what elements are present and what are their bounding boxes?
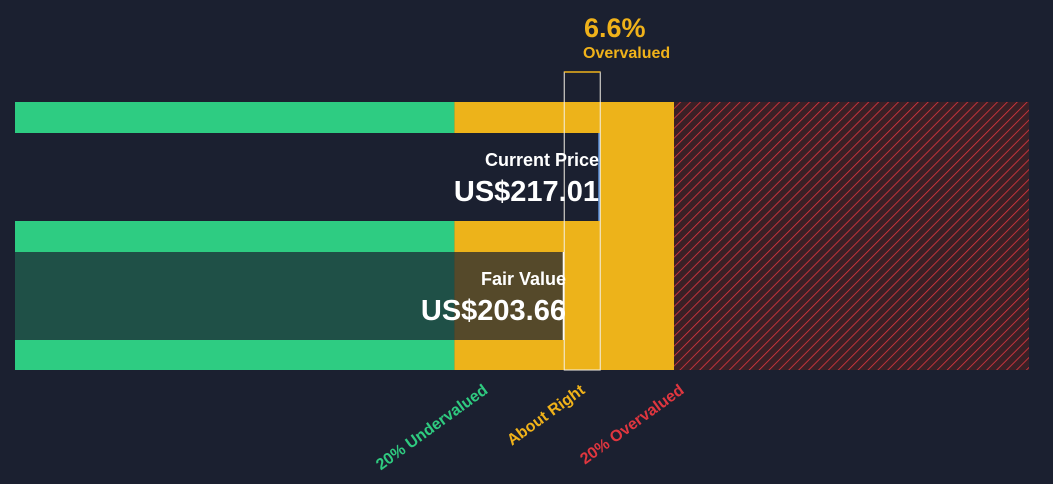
fair-value-bar-edge (562, 252, 565, 340)
current-price-bar-edge (598, 133, 601, 221)
current-price-bar-fill (15, 133, 601, 221)
zone-overvalued-hatch (674, 102, 1029, 370)
fair-value-bar-fill (15, 252, 565, 340)
overvalued-label: Overvalued (583, 45, 671, 62)
overvalued-percent: 6.6% (584, 13, 646, 43)
fair-value-value: US$203.66 (420, 295, 566, 327)
current-price-bar: Current Price US$217.01 (15, 133, 614, 221)
fair-value-bar: Fair Value US$203.66 (15, 252, 582, 340)
fair-value-label: Fair Value (480, 269, 566, 289)
current-price-value: US$217.01 (453, 176, 599, 208)
current-price-label: Current Price (484, 150, 599, 170)
